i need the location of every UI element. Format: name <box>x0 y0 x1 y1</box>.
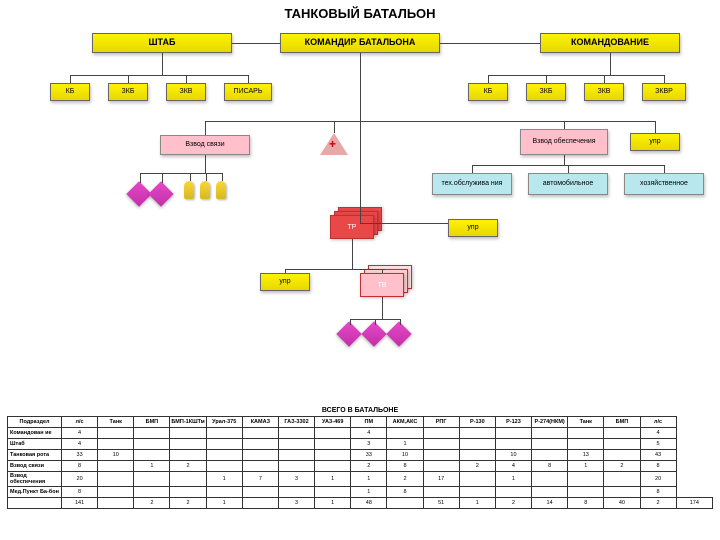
col-header: Р-123 <box>495 417 531 428</box>
col-header: Танк <box>98 417 134 428</box>
page-title: ТАНКОВЫЙ БАТАЛЬОН <box>0 0 720 25</box>
col-header: Танк <box>568 417 604 428</box>
node-zkv-r: ЗКВ <box>584 83 624 101</box>
col-header: УАЗ-469 <box>315 417 351 428</box>
node-upr3: упр <box>260 273 310 291</box>
node-zkv-l: ЗКВ <box>166 83 206 101</box>
data-table: Подразделл/сТанкБМПБМП-1КШТмУрал-375КАМА… <box>7 416 713 509</box>
table-row: Взвод связи81228248128 <box>8 461 713 472</box>
org-diagram: ШТАБ КОМАНДИР БАТАЛЬОНА КОМАНДОВАНИЕ КБ … <box>0 25 720 405</box>
node-kb-l: КБ <box>50 83 90 101</box>
col-header: ГАЗ-3302 <box>278 417 314 428</box>
node-vzvod-svyazi: Взвод связи <box>160 135 250 155</box>
diamond-icon <box>148 181 173 206</box>
col-header: Урал-375 <box>206 417 242 428</box>
table-row: 14122131485112148402174 <box>8 498 713 509</box>
col-header: БМП <box>134 417 170 428</box>
node-khoz: хозяйственное <box>624 173 704 195</box>
node-zkvr: ЗКВР <box>642 83 686 101</box>
col-header: БМП <box>604 417 640 428</box>
table-row: Командован ие444 <box>8 428 713 439</box>
node-vzvod-obesp: Взвод обеспечения <box>520 129 608 155</box>
col-header: Р-274(НКМ) <box>532 417 568 428</box>
node-kb-r: КБ <box>468 83 508 101</box>
bullet-icon <box>200 181 210 199</box>
col-header: КАМАЗ <box>242 417 278 428</box>
node-zkb-l: ЗКБ <box>108 83 148 101</box>
col-header: Р-130 <box>459 417 495 428</box>
medical-icon: + <box>320 133 348 155</box>
diamond-icon <box>336 321 361 346</box>
table-row: Танковая рота33103310101343 <box>8 450 713 461</box>
col-header: Подраздел <box>8 417 62 428</box>
table-title: ВСЕГО В БАТАЛЬОНЕ <box>0 407 720 414</box>
col-header: л/с <box>640 417 676 428</box>
col-header: ПМ <box>351 417 387 428</box>
node-pisar: ПИСАРЬ <box>224 83 272 101</box>
node-upr-r1: упр <box>630 133 680 151</box>
diamond-icon <box>386 321 411 346</box>
node-komandovanie: КОМАНДОВАНИЕ <box>540 33 680 53</box>
node-upr2: упр <box>448 219 498 237</box>
bullet-icon <box>184 181 194 199</box>
bullet-icon <box>216 181 226 199</box>
col-header: л/с <box>62 417 98 428</box>
node-komandir: КОМАНДИР БАТАЛЬОНА <box>280 33 440 53</box>
table-row: Штаб4315 <box>8 439 713 450</box>
col-header: БМП-1КШТм <box>170 417 206 428</box>
table-row: Мед.Пункт Ба-бон8188 <box>8 487 713 498</box>
col-header: АКМ,АКС <box>387 417 423 428</box>
node-zkb-r: ЗКБ <box>526 83 566 101</box>
col-header: РПГ <box>423 417 459 428</box>
node-tekh: тех.обслужива ния <box>432 173 512 195</box>
diamond-icon <box>361 321 386 346</box>
table-row: Взвод обеспечения2017311217120 <box>8 472 713 487</box>
node-shtab: ШТАБ <box>92 33 232 53</box>
node-avto: автомобильное <box>528 173 608 195</box>
